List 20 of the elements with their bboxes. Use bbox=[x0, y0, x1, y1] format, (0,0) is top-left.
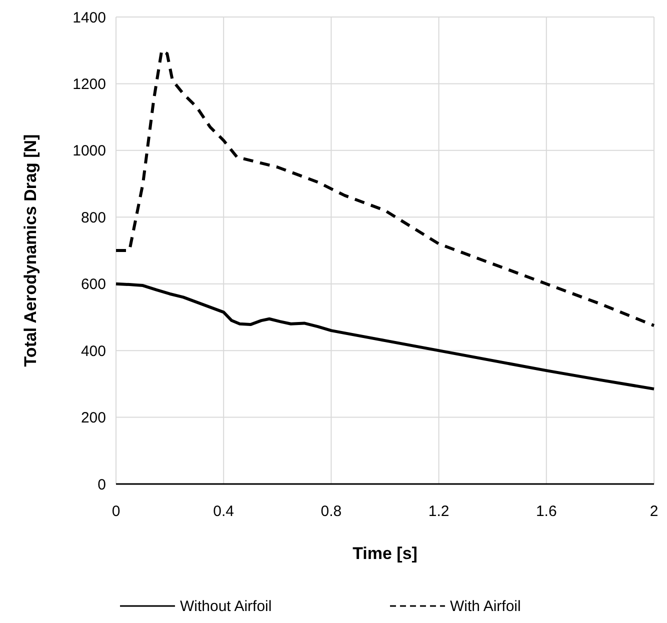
y-tick-label: 1400 bbox=[72, 9, 106, 26]
line-series bbox=[114, 48, 656, 328]
y-tick-label: 600 bbox=[80, 276, 106, 294]
y-axis-title: Total Aerodynamics Drag [N] bbox=[21, 134, 40, 367]
line-series bbox=[114, 282, 656, 390]
legend-label: With Airfoil bbox=[450, 598, 521, 615]
y-tick-label: 1200 bbox=[72, 76, 106, 93]
x-tick-label: 0 bbox=[112, 503, 120, 520]
y-tick-label: 1000 bbox=[72, 142, 106, 160]
x-tick-label: 0.8 bbox=[320, 503, 342, 520]
x-tick-label: 0.4 bbox=[213, 503, 234, 520]
x-axis-title: Time [s] bbox=[352, 544, 418, 563]
x-tick-label: 2 bbox=[650, 503, 658, 520]
x-tick-label: 1.2 bbox=[428, 503, 450, 520]
legend-label: Without Airfoil bbox=[180, 598, 272, 615]
y-tick-label: 800 bbox=[80, 209, 106, 226]
y-tick-label: 0 bbox=[98, 476, 106, 494]
x-tick-label: 1.6 bbox=[536, 503, 557, 520]
y-tick-label: 200 bbox=[80, 410, 106, 427]
y-tick-label: 400 bbox=[80, 342, 106, 360]
